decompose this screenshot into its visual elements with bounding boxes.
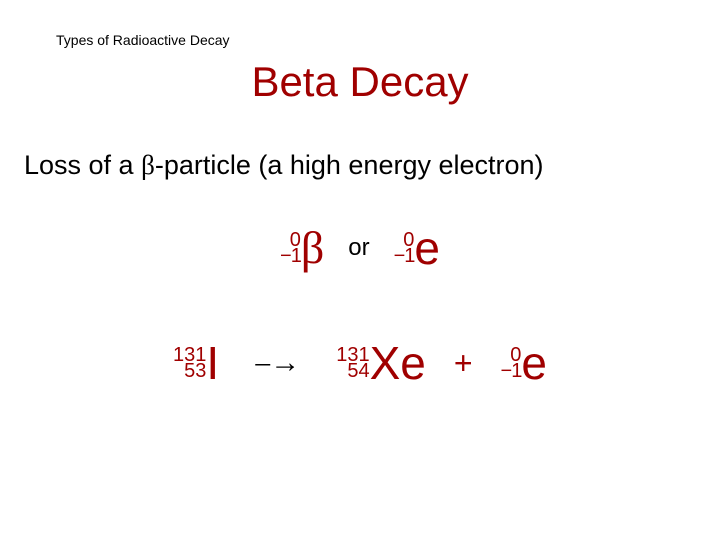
electron-notation: 0 −1 e xyxy=(394,225,440,271)
xenon-prescripts: 131 54 xyxy=(336,345,369,381)
xenon-atomic: 54 xyxy=(347,361,369,381)
beta-prescripts: 0 −1 xyxy=(280,230,301,266)
electron-charge: −1 xyxy=(394,246,415,266)
plus-sign: + xyxy=(444,345,483,382)
beta-particle-notation: 0 −1 β xyxy=(280,225,324,271)
beta-symbol: β xyxy=(301,225,324,271)
subtitle-pre: Loss of a xyxy=(24,150,141,180)
beta-symbol-inline: β xyxy=(141,150,155,180)
xenon-symbol: Xe xyxy=(370,340,426,386)
iodine-symbol: I xyxy=(206,340,219,386)
electron-product-symbol: e xyxy=(521,340,547,386)
beta-notation-row: 0 −1 β or 0 −1 e xyxy=(0,225,720,271)
iodine-reactant: 131 53 I xyxy=(173,340,219,386)
iodine-atomic: 53 xyxy=(184,361,206,381)
slide-subtitle: Loss of a β-particle (a high energy elec… xyxy=(24,150,544,181)
electron-product: 0 −1 e xyxy=(501,340,547,386)
decay-equation-row: 131 53 I ⎯→ 131 54 Xe + 0 −1 e xyxy=(0,340,720,386)
slide-title: Beta Decay xyxy=(0,58,720,106)
section-header: Types of Radioactive Decay xyxy=(56,32,230,48)
subtitle-post: -particle (a high energy electron) xyxy=(155,150,544,180)
electron-product-prescripts: 0 −1 xyxy=(501,345,522,381)
iodine-prescripts: 131 53 xyxy=(173,345,206,381)
beta-charge: −1 xyxy=(280,246,301,266)
xenon-product: 131 54 Xe xyxy=(336,340,426,386)
or-text: or xyxy=(342,234,375,262)
electron-product-charge: −1 xyxy=(501,361,522,381)
electron-symbol: e xyxy=(414,225,440,271)
slide: Types of Radioactive Decay Beta Decay Lo… xyxy=(0,0,720,540)
reaction-arrow: ⎯→ xyxy=(237,346,318,380)
electron-prescripts: 0 −1 xyxy=(394,230,415,266)
